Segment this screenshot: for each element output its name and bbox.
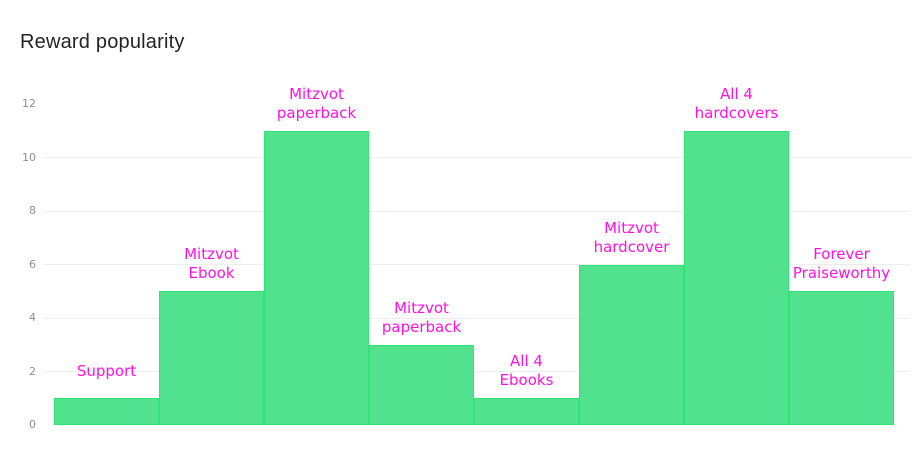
chart-title: Reward popularity (20, 31, 185, 53)
y-axis-tick-label-6: 6 (29, 257, 36, 271)
bar-support[interactable] (54, 398, 159, 425)
y-axis-tick-label-2: 2 (29, 364, 36, 378)
gridline-y-8 (44, 210, 910, 212)
bar-label-mitzvot-paperback: Mitzvot paperback (276, 84, 357, 122)
gridline-y-4 (44, 317, 910, 319)
y-axis-tick-label-8: 8 (29, 204, 36, 217)
bar-forever-praiseworthy[interactable] (789, 291, 894, 425)
y-axis-tick-label-0: 0 (29, 418, 36, 431)
bar-all-4-ebooks[interactable] (474, 398, 579, 425)
gridline-y-2 (44, 371, 910, 372)
y-axis-tick-label-12: 12 (22, 97, 36, 110)
bar-label-mitzvot-hardcover: Mitzvot hardcover (593, 218, 670, 256)
bar-mitzvot-paperback[interactable] (369, 344, 474, 425)
y-axis-tick-label-10: 10 (22, 150, 36, 164)
y-axis-tick-label-4: 4 (29, 311, 36, 324)
gridline-y-6 (44, 264, 910, 265)
bar-label-all-4-hardcovers: All 4 hardcovers (694, 84, 779, 122)
bar-mitzvot-ebook[interactable] (159, 291, 264, 425)
gridline-y-10 (44, 157, 910, 158)
bar-mitzvot-paperback[interactable] (264, 130, 369, 425)
bar-all-4-hardcovers[interactable] (684, 130, 789, 425)
bar-mitzvot-hardcover[interactable] (579, 264, 684, 425)
